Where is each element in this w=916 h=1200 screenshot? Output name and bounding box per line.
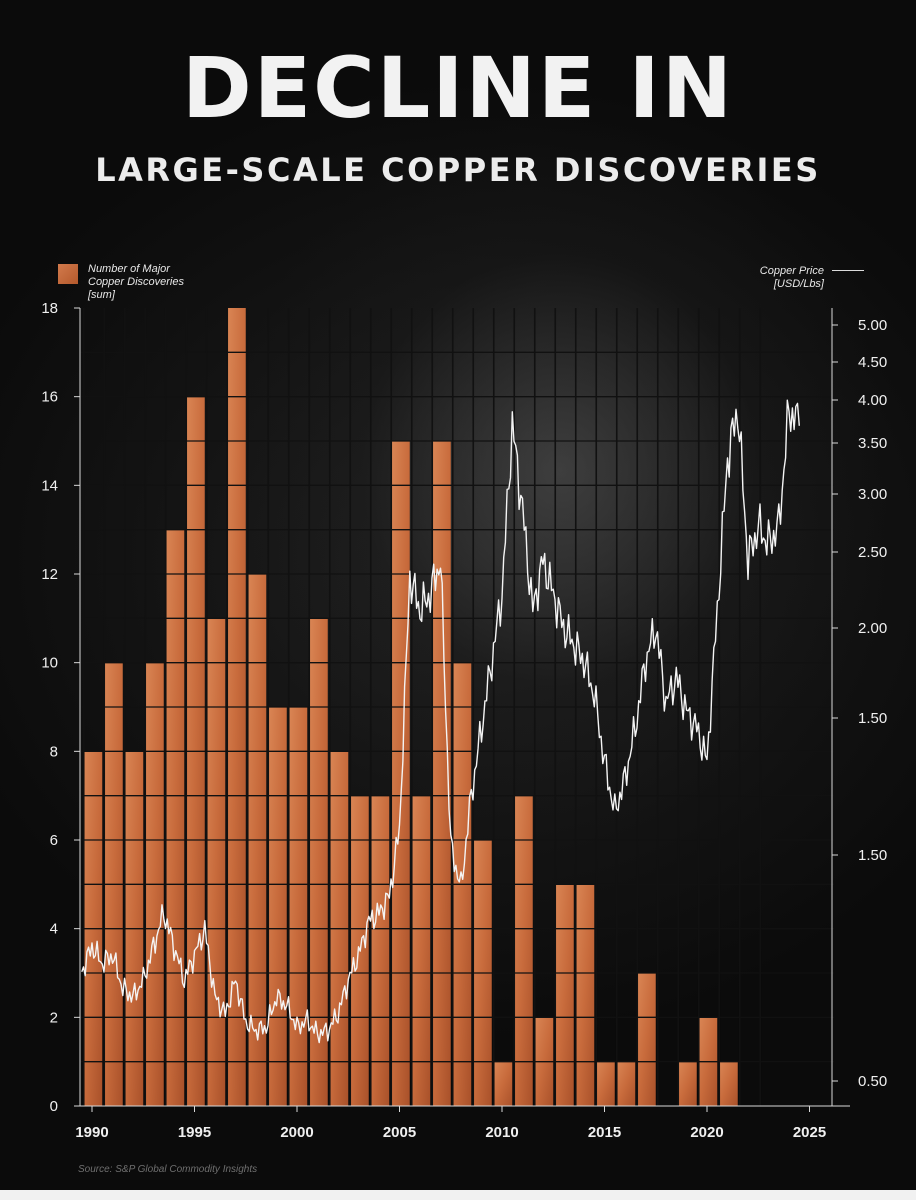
price-line-layer xyxy=(81,399,800,1044)
bar-2004 xyxy=(370,795,390,1106)
bar-2001 xyxy=(309,618,328,1106)
x-tick-label: 1990 xyxy=(75,1124,108,1141)
y-tick-label: 14 xyxy=(41,477,58,494)
price-tick-label: 2.50 xyxy=(858,544,887,561)
legend-bars-line1: Number of Major xyxy=(88,263,170,275)
price-tick-label: 1.50 xyxy=(858,847,887,864)
bar-1999 xyxy=(268,707,287,1106)
legend-discoveries-text: Number of Major Copper Discoveries [sum] xyxy=(88,263,238,302)
bar-grid-overlay xyxy=(80,308,834,1106)
source-note: Source: S&P Global Commodity Insights xyxy=(78,1164,258,1175)
bar-1996 xyxy=(206,618,226,1106)
price-tick-label: 1.50 xyxy=(858,710,887,727)
bar-2016 xyxy=(616,1061,636,1106)
bar-2015 xyxy=(596,1061,615,1106)
price-tick-label: 2.00 xyxy=(858,620,887,637)
bar-2011 xyxy=(514,795,533,1106)
y-tick-label: 8 xyxy=(50,743,58,760)
y-tick-label: 10 xyxy=(41,655,58,672)
x-tick-label: 1995 xyxy=(178,1124,211,1141)
bar-2005 xyxy=(391,441,410,1106)
y-tick-label: 2 xyxy=(50,1009,58,1026)
bar-2013 xyxy=(555,884,574,1106)
copper-price-line xyxy=(81,399,800,1044)
bar-2010 xyxy=(493,1061,513,1106)
bar-1994 xyxy=(165,529,185,1106)
price-tick-label: 5.00 xyxy=(858,317,887,334)
x-tick-label: 2010 xyxy=(485,1124,518,1141)
price-tick-label: 3.00 xyxy=(858,486,887,503)
price-tick-label: 3.50 xyxy=(858,435,887,452)
legend-bars-line2: Copper Discoveries xyxy=(88,276,184,288)
page-title: DECLINE IN xyxy=(181,39,734,137)
x-tick-label: 2005 xyxy=(383,1124,416,1141)
bar-2017 xyxy=(637,973,656,1106)
y-tick-label: 4 xyxy=(50,921,58,938)
bar-2000 xyxy=(288,707,308,1106)
bar-2021 xyxy=(719,1061,738,1106)
x-tick-label: 2000 xyxy=(280,1124,313,1141)
legend-price-line1: Copper Price xyxy=(759,265,824,277)
price-tick-label: 4.00 xyxy=(858,392,887,409)
bar-2007 xyxy=(432,441,451,1106)
bar-2019 xyxy=(678,1061,697,1106)
y-tick-label: 16 xyxy=(41,389,58,406)
x-tick-label: 2020 xyxy=(690,1124,723,1141)
legend-bars-line3: [sum] xyxy=(88,289,115,301)
y-tick-label: 18 xyxy=(41,300,58,317)
bar-2014 xyxy=(575,884,595,1106)
bar-2006 xyxy=(411,795,431,1106)
price-tick-label: 4.50 xyxy=(858,354,887,371)
price-tick-label: 0.50 xyxy=(858,1073,887,1090)
legend-price: Copper Price [USD/Lbs] xyxy=(700,265,824,291)
page-subtitle: LARGE-SCALE COPPER DISCOVERIES xyxy=(95,151,821,189)
y-tick-label: 0 xyxy=(50,1098,58,1115)
legend-price-line2: [USD/Lbs] xyxy=(773,278,824,290)
y-tick-label: 12 xyxy=(41,566,58,583)
x-tick-label: 2015 xyxy=(588,1124,621,1141)
legend-price-line-sample xyxy=(832,270,864,271)
legend-discoveries: Number of Major Copper Discoveries [sum] xyxy=(58,263,238,302)
y-tick-label: 6 xyxy=(50,832,58,849)
bottom-strip xyxy=(0,1190,916,1200)
legend-swatch-bars xyxy=(58,264,78,284)
x-tick-label: 2025 xyxy=(793,1124,826,1141)
axes: 0 2 4 6 8 10 12 14 16 18 5.00 4.50 4.00 3.50 3.00 2.50 2… xyxy=(41,300,887,1141)
